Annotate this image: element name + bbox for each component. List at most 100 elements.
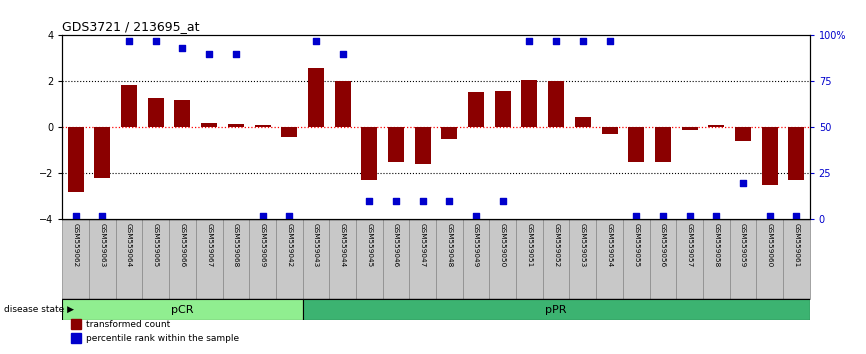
- Bar: [623, 219, 650, 299]
- Text: GSM559054: GSM559054: [606, 223, 612, 268]
- Point: [630, 213, 643, 219]
- Bar: [489, 219, 516, 299]
- Text: GSM559047: GSM559047: [420, 223, 426, 268]
- Point: [763, 213, 777, 219]
- Bar: [783, 219, 810, 299]
- Text: GSM559063: GSM559063: [100, 223, 106, 268]
- Point: [389, 198, 403, 204]
- Point: [709, 213, 723, 219]
- Text: GSM559055: GSM559055: [633, 223, 639, 268]
- Text: transformed count: transformed count: [86, 320, 170, 329]
- Text: GDS3721 / 213695_at: GDS3721 / 213695_at: [62, 20, 200, 33]
- Text: pPR: pPR: [546, 305, 567, 315]
- Bar: [788, 127, 805, 181]
- Bar: [89, 219, 116, 299]
- Point: [522, 38, 536, 44]
- Point: [443, 198, 456, 204]
- Bar: [650, 219, 676, 299]
- Point: [656, 213, 669, 219]
- Text: GSM559060: GSM559060: [766, 223, 772, 268]
- Bar: [383, 219, 410, 299]
- Bar: [442, 127, 457, 139]
- Point: [176, 45, 190, 51]
- Text: percentile rank within the sample: percentile rank within the sample: [86, 334, 239, 343]
- Bar: [329, 219, 356, 299]
- Bar: [410, 219, 436, 299]
- Bar: [62, 219, 89, 299]
- Text: GSM559051: GSM559051: [527, 223, 533, 268]
- Point: [682, 213, 696, 219]
- Bar: [302, 219, 329, 299]
- Point: [203, 51, 216, 57]
- Bar: [388, 127, 404, 162]
- Point: [496, 198, 510, 204]
- Text: GSM559061: GSM559061: [793, 223, 799, 268]
- Bar: [281, 127, 297, 137]
- Bar: [68, 127, 84, 192]
- Bar: [196, 219, 223, 299]
- Bar: [174, 100, 191, 127]
- Bar: [356, 219, 383, 299]
- Point: [549, 38, 563, 44]
- Text: GSM559053: GSM559053: [580, 223, 585, 268]
- Point: [336, 51, 350, 57]
- Bar: [703, 219, 730, 299]
- Bar: [62, 299, 302, 320]
- Bar: [762, 127, 778, 185]
- Point: [255, 213, 269, 219]
- Text: GSM559044: GSM559044: [339, 223, 346, 268]
- Text: GSM559064: GSM559064: [126, 223, 132, 268]
- Text: GSM559066: GSM559066: [179, 223, 185, 268]
- Bar: [708, 125, 724, 127]
- Text: GSM559057: GSM559057: [687, 223, 693, 268]
- Point: [576, 38, 590, 44]
- Text: GSM559062: GSM559062: [73, 223, 79, 268]
- Bar: [142, 219, 169, 299]
- Bar: [94, 127, 110, 178]
- Point: [68, 213, 82, 219]
- Text: GSM559049: GSM559049: [473, 223, 479, 268]
- Point: [603, 38, 617, 44]
- Text: GSM559042: GSM559042: [287, 223, 292, 268]
- Point: [362, 198, 376, 204]
- Bar: [602, 127, 617, 134]
- Text: GSM559045: GSM559045: [366, 223, 372, 268]
- Bar: [516, 219, 543, 299]
- Point: [736, 180, 750, 185]
- Point: [790, 213, 804, 219]
- Bar: [543, 219, 570, 299]
- Text: GSM559067: GSM559067: [206, 223, 212, 268]
- Bar: [148, 97, 164, 127]
- Text: GSM559059: GSM559059: [740, 223, 746, 268]
- Bar: [628, 127, 644, 162]
- Text: GSM559048: GSM559048: [446, 223, 452, 268]
- Bar: [228, 124, 244, 127]
- Point: [149, 38, 163, 44]
- Bar: [71, 319, 81, 329]
- Bar: [255, 125, 270, 127]
- Text: pCR: pCR: [171, 305, 194, 315]
- Text: GSM559065: GSM559065: [152, 223, 158, 268]
- Bar: [121, 85, 137, 127]
- Bar: [596, 219, 623, 299]
- Bar: [201, 123, 217, 127]
- Point: [309, 38, 323, 44]
- Bar: [570, 219, 596, 299]
- Text: disease state ▶: disease state ▶: [4, 305, 74, 314]
- Bar: [71, 333, 81, 343]
- Bar: [521, 80, 538, 127]
- Bar: [223, 219, 249, 299]
- Bar: [494, 91, 511, 127]
- Point: [282, 213, 296, 219]
- Bar: [302, 299, 810, 320]
- Bar: [169, 219, 196, 299]
- Bar: [361, 127, 378, 181]
- Point: [95, 213, 109, 219]
- Bar: [575, 117, 591, 127]
- Bar: [655, 127, 671, 162]
- Bar: [436, 219, 462, 299]
- Bar: [308, 68, 324, 127]
- Bar: [468, 92, 484, 127]
- Point: [416, 198, 430, 204]
- Point: [122, 38, 136, 44]
